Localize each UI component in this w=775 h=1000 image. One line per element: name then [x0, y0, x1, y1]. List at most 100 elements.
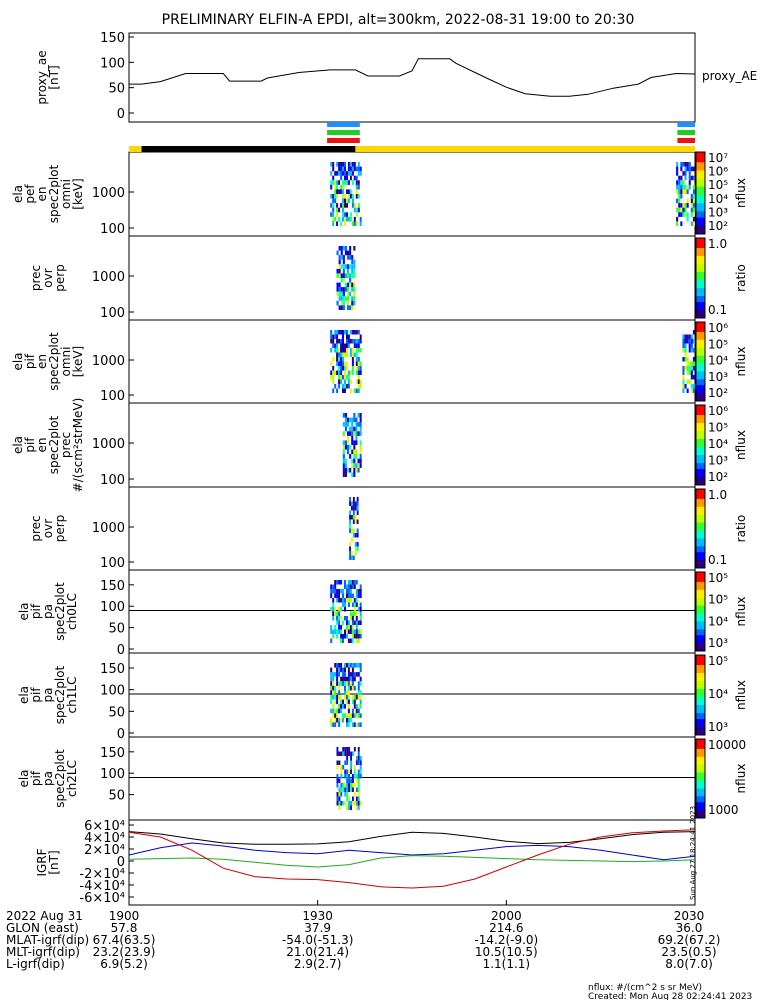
colorbar-step	[696, 574, 705, 577]
colorbar-tick-label: 10⁵	[708, 337, 728, 351]
spectrogram-cell	[350, 760, 352, 765]
footer-cell: 214.6	[489, 921, 523, 935]
spectrogram-cell	[349, 593, 352, 598]
spectrogram-cell	[684, 203, 687, 208]
spectrogram-cell	[355, 593, 358, 598]
spectrogram-cell	[347, 629, 350, 634]
spectrogram-cell	[336, 695, 339, 700]
colorbar-step	[696, 258, 705, 261]
spectrogram-cell	[349, 305, 352, 310]
spectrogram-cell	[357, 756, 360, 761]
spectrogram-cell	[349, 663, 352, 668]
spectrogram-cell	[351, 287, 354, 292]
colorbar-step	[696, 174, 705, 178]
spectrogram-cell	[353, 467, 356, 473]
spectrogram-cell	[355, 417, 358, 423]
spectrogram-cell	[338, 778, 341, 783]
spectrogram-cell	[355, 330, 358, 335]
spectrogram-cell	[352, 506, 355, 511]
spectrogram-cell	[349, 264, 352, 269]
colorbar-step	[696, 306, 705, 309]
colorbar-step	[696, 308, 705, 311]
spectrogram-cell	[347, 198, 350, 204]
spectrogram-cell	[336, 357, 339, 362]
colorbar-tick-label: 10000	[708, 738, 746, 752]
spectrogram-cell	[336, 792, 339, 797]
spectrogram-cell	[682, 379, 685, 384]
spectrogram-cell	[354, 551, 357, 556]
spectrogram-cell	[338, 166, 341, 172]
spectrogram-cell	[336, 250, 339, 256]
ylabel-1-0: ela	[11, 185, 25, 203]
spectrogram-cell	[344, 282, 347, 288]
spectrogram-cell	[349, 524, 351, 529]
spectrogram-cell	[355, 366, 358, 371]
colorbar-step	[696, 681, 705, 684]
spectrogram-cell	[351, 685, 354, 691]
spectrogram-cell	[351, 458, 354, 464]
spectrogram-cell	[336, 634, 339, 639]
colorbar-step	[696, 431, 705, 434]
spectrogram-cell	[688, 166, 691, 172]
spectrogram-cell	[348, 769, 350, 774]
colorbar-step	[696, 625, 705, 628]
colorbar-step	[696, 506, 705, 510]
colorbar-step	[696, 203, 705, 206]
spectrogram-cell	[359, 589, 362, 594]
colorbar-tick-label: 10³	[708, 205, 728, 219]
spectrogram-cell	[340, 607, 343, 612]
spectrogram-cell	[351, 638, 354, 643]
spectrogram-cell	[347, 676, 350, 682]
spectrogram-cell	[349, 166, 352, 172]
colorbar-step	[696, 804, 705, 807]
colorbar-step	[696, 548, 705, 551]
spectrogram-cell	[690, 343, 693, 348]
spectrogram-cell	[349, 717, 352, 723]
spectrogram-cell	[686, 379, 689, 384]
colorbar-step	[696, 201, 705, 204]
spectrogram-cell	[355, 598, 358, 603]
colorbar-step	[696, 721, 705, 724]
colorbar-step	[696, 719, 705, 722]
colorbar-step	[696, 599, 705, 603]
spectrogram-cell	[347, 620, 350, 625]
spectrogram-cell	[690, 366, 693, 371]
spectrogram-cell	[351, 699, 354, 705]
spectrogram-cell	[680, 212, 683, 217]
spectrogram-cell	[346, 717, 348, 723]
spectrogram-cell	[357, 589, 360, 594]
spectrogram-cell	[351, 584, 354, 589]
spectrogram-cell	[334, 695, 337, 700]
spectrogram-cell	[690, 334, 693, 339]
spectrogram-cell	[336, 616, 339, 621]
colorbar-step	[696, 798, 705, 801]
colorbar-step	[696, 152, 705, 155]
spectrogram-cell	[340, 801, 343, 806]
spectrogram-cell	[352, 751, 354, 756]
ylabel-9-0: IGRF	[35, 848, 49, 876]
ylabel-0-0: proxy_ae	[35, 50, 49, 104]
spectrogram-cell	[678, 212, 681, 217]
colorbar-tick-label: 10⁴	[708, 192, 728, 206]
spectrogram-cell	[342, 602, 344, 607]
colorbar-step	[696, 579, 705, 583]
colorbar-step	[696, 802, 705, 805]
spectrogram-cell	[346, 180, 348, 185]
spectrogram-cell	[338, 171, 341, 176]
spectrogram-cell	[682, 162, 685, 167]
spectrogram-cell	[344, 330, 346, 335]
spectrogram-cell	[342, 203, 344, 208]
spectrogram-cell	[344, 370, 346, 375]
spectrogram-cell	[340, 765, 343, 770]
colorbar-step	[696, 564, 705, 567]
colorbar-tick-label: 0.1	[708, 553, 727, 567]
spectrogram-cell	[355, 787, 358, 792]
spectrogram-cell	[334, 672, 337, 677]
spectrogram-cell	[336, 667, 339, 673]
colorbar-step	[696, 359, 705, 362]
spectrogram-cell	[680, 207, 683, 213]
colorbar-step	[696, 669, 705, 672]
spectrogram-cell	[342, 440, 345, 445]
spectrogram-cell	[686, 184, 689, 190]
colorbar-step	[696, 595, 705, 599]
